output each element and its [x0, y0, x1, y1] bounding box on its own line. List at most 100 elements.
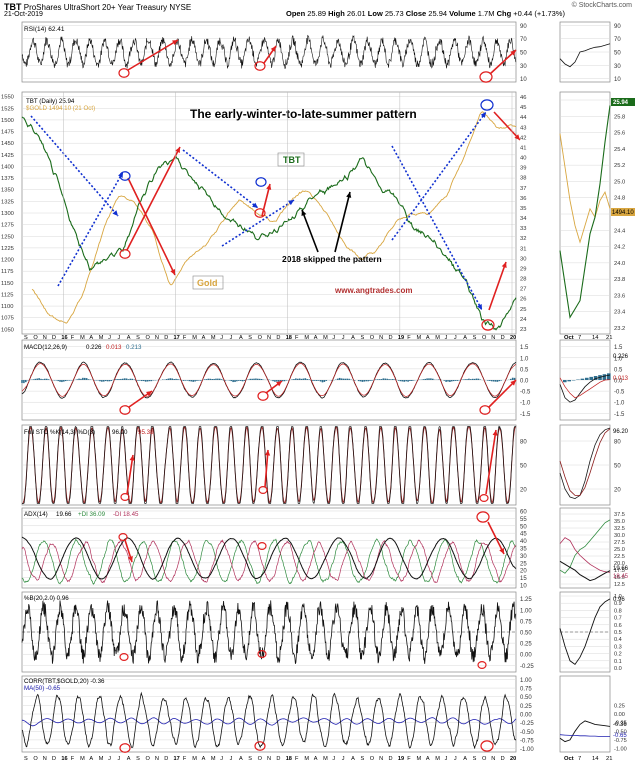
red-up-arrow-2017-shaft: [261, 183, 271, 217]
rsi-up-arrow-2019-head: [510, 50, 516, 56]
bottom-side-x-axis-label: Oct: [564, 756, 574, 762]
skipped-arrow-left: [301, 209, 319, 253]
x-axis-label: M: [435, 335, 440, 341]
bottom-side-x-axis-label: 7: [578, 756, 581, 762]
tbt-axis-tick: 30: [520, 256, 526, 262]
bottom-x-axis-label: A: [202, 756, 206, 762]
pctb-line: [21, 600, 517, 664]
rsi-tick-label: 50: [520, 51, 527, 57]
red-up-arrow-2019: [488, 261, 507, 311]
corr-legend: CORR(TBT,$GOLD,20) -0.36: [24, 678, 105, 685]
red-up-arrow-2017-head: [266, 184, 272, 190]
bottom-x-axis-label: F: [71, 756, 75, 762]
adx-down-arrow-2019: [487, 521, 505, 555]
bottom-x-axis-label: J: [332, 756, 335, 762]
bottom-x-axis-label: D: [276, 756, 280, 762]
price-side-tick: 25.8: [614, 114, 625, 120]
x-axis-label: N: [43, 335, 47, 341]
bottom-x-axis-label: S: [136, 756, 140, 762]
chg-value: +0.44 (+1.73%): [513, 9, 565, 18]
macd-side-tick-label: -1.5: [614, 412, 625, 418]
tbt-axis-tick: 28: [520, 277, 526, 283]
tbt-side-value-box: [611, 98, 635, 106]
bottom-x-axis-label: S: [248, 756, 252, 762]
x-axis-label: A: [463, 335, 467, 341]
high-value: 26.01: [346, 9, 366, 18]
bottom-x-axis-label: M: [192, 756, 197, 762]
x-axis-label: J: [332, 335, 335, 341]
bottom-x-axis-label: D: [164, 756, 168, 762]
skipped-arrow-right-shaft: [334, 191, 351, 253]
sto-legend-prefix: Full STO %K(14,3) %D(3): [24, 429, 95, 436]
price-side-tick: 23.8: [614, 277, 625, 283]
macd-side-signal: [559, 377, 611, 399]
adx-minus-di-line: [21, 539, 517, 584]
blue-up-arrow-2019-head: [480, 112, 486, 118]
open-label: Open: [286, 9, 306, 18]
corr-side-ma-value: -0.65: [613, 733, 627, 739]
macd-side-bar: [580, 378, 585, 380]
tbt-axis-tick: 43: [520, 125, 526, 131]
low-value: 25.73: [384, 9, 404, 18]
bottom-x-axis-label: J: [230, 756, 233, 762]
x-axis-label: J: [108, 335, 111, 341]
corr-side-tick: -0.75: [614, 738, 627, 744]
price-side-tick: 24.2: [614, 245, 625, 251]
sto-up-arrow-2017-head: [264, 450, 271, 456]
sto-up-arrow-2019-shaft: [485, 429, 497, 495]
macd-side-bar: [567, 380, 571, 382]
rsi-side-tick-label: 50: [614, 51, 621, 57]
pctb-low-circle-2017: [257, 649, 267, 658]
x-axis-label: J: [117, 335, 120, 341]
sto-low-circle-2017: [258, 486, 268, 495]
sto-up-arrow-2016-shaft: [126, 454, 134, 495]
adx-side-frame: [559, 507, 611, 589]
bottom-x-axis-label: M: [80, 756, 85, 762]
macd-signal-line: [21, 363, 517, 397]
tbt-label-box: [277, 152, 305, 167]
exchange: NYSE: [169, 3, 192, 12]
macd-up-arrow-2016: [128, 390, 153, 408]
adx-tick-label: 45: [520, 532, 527, 538]
adx-tick-label: 25: [520, 561, 527, 567]
pctb-side-tick: 0.7: [614, 616, 622, 622]
x-axis-label: N: [491, 335, 495, 341]
macd-side-signal-value: 0.013: [613, 376, 629, 382]
blue-down-arrow-2019: [391, 145, 483, 311]
corr-side-tick: -0.25: [614, 721, 627, 727]
gold-axis-tick: 1325: [1, 199, 14, 205]
skipped-arrow-left-head: [301, 210, 307, 216]
gold-axis-tick: 1100: [1, 304, 13, 310]
side-x-axis-label: 21: [606, 335, 612, 341]
tbt-axis-tick: 33: [520, 226, 526, 232]
bottom-x-axis-label: 19: [398, 756, 404, 762]
bottom-x-axis-label: A: [426, 756, 430, 762]
macd-tick-label: 0.0: [520, 379, 529, 385]
bottom-x-axis-label: O: [146, 756, 151, 762]
red-down-arrow-2019: [493, 111, 521, 141]
bottom-x-axis-label: J: [108, 756, 111, 762]
corr-low-circle-2017: [254, 741, 266, 751]
chg-label: Chg: [496, 9, 512, 18]
x-axis-label: D: [276, 335, 280, 341]
gold-axis-tick: 1050: [1, 327, 14, 333]
website-label: www.angtrades.com: [334, 286, 413, 295]
bottom-x-axis-label: J: [117, 756, 120, 762]
red-up-arrow-2019-head: [501, 262, 507, 268]
price-side-tick: 25.0: [614, 179, 625, 185]
red-down-arrow-2019-shaft: [493, 111, 521, 141]
adx-side-tick: 30.0: [614, 533, 625, 539]
adx-plus-di-line: [21, 538, 517, 585]
sto-low-circle-2016: [120, 493, 130, 502]
low-label: Low: [367, 9, 383, 18]
rsi-up-arrow-2017: [263, 45, 277, 64]
macd-side-bar: [607, 373, 611, 380]
gold-line: [31, 111, 517, 324]
x-axis-label: D: [501, 335, 505, 341]
x-axis-label: J: [445, 335, 448, 341]
pctb-tick-label: 0.00: [520, 653, 532, 659]
rsi-up-arrow-2019-shaft: [489, 49, 517, 75]
macd-tick-label: 0.5: [520, 367, 529, 373]
bottom-x-axis-label: S: [360, 756, 364, 762]
sto-tick-label: 80: [520, 440, 527, 446]
